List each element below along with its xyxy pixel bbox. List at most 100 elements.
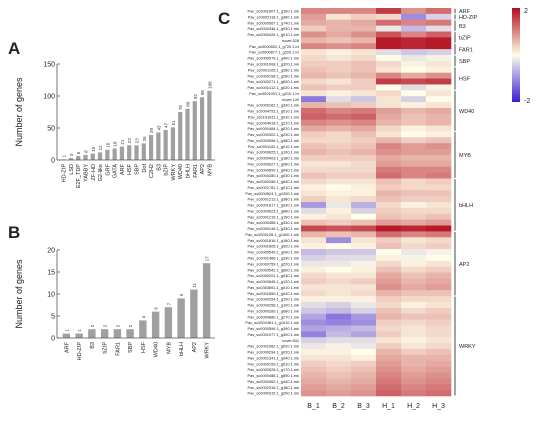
heatmap-cell: [376, 190, 402, 197]
heatmap-row-label: Pav_sc0000289.1_g080.1.mk: [248, 308, 300, 313]
heatmap-cell: [426, 72, 452, 79]
heatmap-cell: [401, 372, 427, 379]
heatmap-cell: [326, 137, 352, 144]
heatmap-cell: [376, 90, 402, 97]
heatmap-cell: [301, 243, 327, 250]
data-label-a: 92: [193, 94, 198, 100]
heatmap-cell: [351, 31, 377, 38]
heatmap-cell: [301, 254, 327, 262]
heatmap-cell: [351, 319, 377, 326]
heatmap-row-label: Pav_sc0000579.1_g400.1.mk: [248, 56, 300, 61]
heatmap-cell: [426, 8, 452, 15]
heatmap-cell: [351, 296, 377, 303]
heatmap-row-label: Pav_sc0000162.1_g330.1.mk: [248, 103, 300, 108]
bar-a: [119, 146, 125, 160]
bar-a: [127, 145, 132, 160]
heatmap-row-label: Pav_sc0001341.1_g040.1.mk: [248, 355, 300, 360]
bar-a: [83, 154, 88, 160]
heatmap-cell: [426, 278, 452, 285]
heatmap-cell: [426, 260, 452, 267]
heatmap-cell: [426, 325, 452, 332]
heatmap-cell: [401, 78, 427, 85]
heatmap-cell: [426, 307, 452, 314]
group-label: SBP: [459, 59, 470, 65]
heatmap-cell: [426, 390, 452, 397]
bar-b: [190, 289, 198, 338]
heatmap-cell: [376, 131, 402, 138]
heatmap-cell: [401, 96, 427, 103]
bar-a: [207, 90, 212, 160]
heatmap-cell: [426, 272, 452, 279]
heatmap-cell: [301, 107, 327, 115]
heatmap-cell: [376, 166, 402, 173]
x-tick-label-a: HD-ZIP: [62, 164, 68, 183]
heatmap-cell: [326, 154, 352, 162]
heatmap-cell: [326, 160, 352, 168]
heatmap-cell: [301, 37, 327, 44]
heatmap-cell: [326, 96, 352, 103]
heatmap-cell: [376, 319, 402, 326]
heatmap-row-label: Pav_sc0000549.1_g090.1.mk: [248, 250, 300, 255]
heatmap-cell: [426, 319, 452, 326]
heatmap-cell: [351, 137, 377, 144]
bar-a: [199, 97, 205, 160]
heatmap-cell: [351, 96, 377, 103]
x-tick-label-a: WD40: [178, 164, 184, 179]
heatmap-row-label: Pav_sc0000567.1_g740.1.mk: [248, 20, 300, 25]
heatmap-row-label: Pav_sc0001008.1_g320.1.mk: [248, 61, 300, 66]
group-label: HSF: [459, 77, 471, 83]
heatmap-cell: [326, 8, 352, 15]
heatmap-cell: [351, 225, 377, 232]
x-tick-label-a: G2-like: [98, 164, 104, 181]
heatmap-row-label: Pav_sc0000627.1_g080.1.mk: [248, 161, 300, 166]
heatmap-cell: [351, 49, 377, 56]
heatmap-cell: [376, 272, 402, 279]
heatmap-cell: [326, 196, 352, 203]
heatmap-cell: [426, 249, 452, 256]
heatmap-cell: [376, 219, 402, 226]
heatmap-cell: [326, 207, 352, 215]
x-tick-label-b: WD40: [154, 342, 160, 357]
heatmap-cell: [351, 119, 377, 126]
heatmap-cell: [351, 178, 377, 185]
heatmap-cell: [301, 313, 327, 320]
heatmap-cell: [376, 202, 402, 209]
heatmap-cell: [351, 202, 377, 209]
heatmap-cell: [301, 154, 327, 162]
heatmap-cell: [301, 143, 327, 150]
group-label: MYB: [459, 153, 471, 159]
heatmap-cell: [401, 360, 427, 367]
heatmap-row-label: novel.528: [282, 38, 299, 43]
heatmap-cell: [401, 166, 427, 173]
data-label-a: 108: [207, 81, 212, 89]
heatmap-cell: [426, 49, 452, 56]
heatmap-cell: [326, 260, 352, 267]
heatmap-cell: [426, 354, 452, 362]
heatmap-cell: [351, 131, 377, 138]
group-label: bZIP: [459, 36, 471, 42]
heatmap-cell: [326, 266, 352, 273]
y-tick-label-b: 15: [47, 270, 55, 277]
group-label: FAR1: [459, 47, 473, 53]
heatmap-cell: [426, 266, 452, 273]
data-label-b: 6: [154, 307, 159, 310]
bar-b: [126, 329, 134, 338]
heatmap-cell: [351, 102, 377, 109]
heatmap-cell: [351, 60, 377, 68]
data-label-b: 9: [179, 293, 184, 296]
heatmap-cell: [301, 325, 327, 332]
heatmap-cell: [351, 66, 377, 73]
panel-label-b: B: [8, 223, 20, 242]
heatmap-cell: [426, 360, 452, 367]
heatmap-cell: [301, 343, 327, 350]
heatmap-cell: [426, 290, 452, 297]
data-label-a: 10: [91, 146, 96, 152]
heatmap-cell: [301, 284, 327, 291]
heatmap-cell: [351, 307, 377, 314]
heatmap-cell: [326, 307, 352, 314]
x-tick-label-a: Dof: [142, 164, 148, 173]
heatmap-cell: [326, 107, 352, 115]
heatmap-cell: [326, 348, 352, 356]
heatmap-cell: [426, 149, 452, 156]
x-tick-label-a: E2F_TDP: [76, 164, 82, 188]
